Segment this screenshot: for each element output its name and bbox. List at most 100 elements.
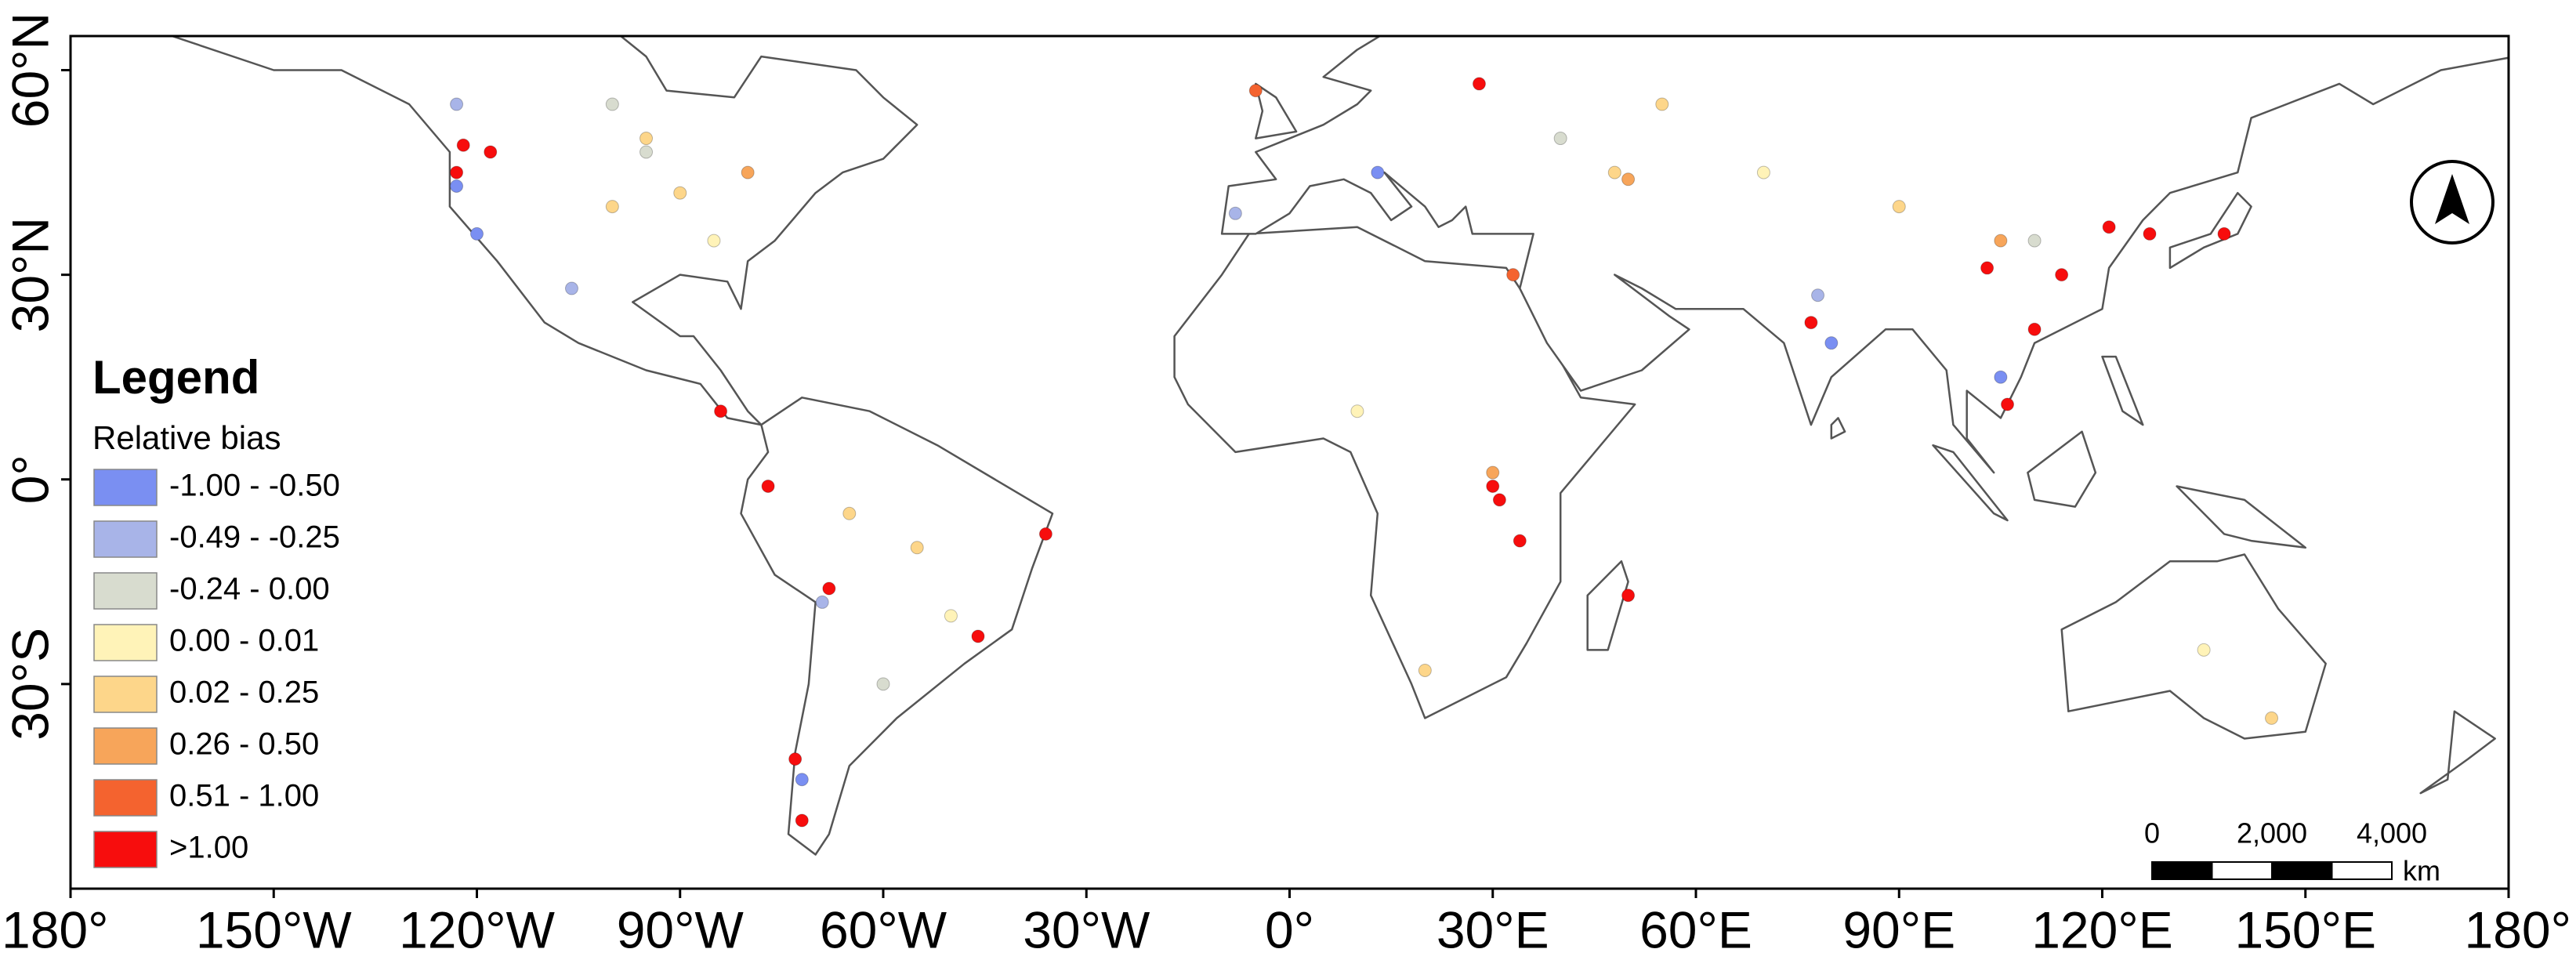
station-point	[1492, 493, 1506, 507]
land-outline	[1220, 36, 2509, 474]
land-outline	[1586, 560, 1629, 651]
legend-swatch	[93, 779, 158, 817]
station-point	[1228, 206, 1242, 220]
station-point	[1811, 288, 1825, 302]
x-tick-label: 180°	[2464, 900, 2571, 958]
station-point	[639, 145, 654, 159]
land-outline	[1255, 82, 1298, 139]
station-point	[1994, 370, 2008, 384]
station-point	[842, 506, 857, 520]
legend-label: 0.51 - 1.00	[169, 779, 319, 813]
station-point	[1486, 465, 1500, 480]
station-point	[470, 226, 484, 241]
station-point	[815, 595, 829, 609]
station-point	[1824, 336, 1839, 350]
x-tick-label: 30°E	[1437, 900, 1549, 958]
legend-label: -1.00 - -0.50	[169, 469, 340, 503]
station-point	[2055, 268, 2069, 282]
scale-segment	[2331, 861, 2393, 880]
legend-label: 0.02 - 0.25	[169, 676, 319, 710]
legend-swatch	[93, 727, 158, 765]
station-point	[673, 186, 687, 200]
station-point	[1038, 527, 1053, 541]
station-point	[2027, 322, 2042, 336]
x-tick-label: 120°E	[2031, 900, 2173, 958]
scale-label: 4,000	[2357, 817, 2427, 849]
x-tick-label: 150°W	[196, 900, 353, 958]
scale-segment	[2211, 861, 2273, 880]
x-tick-label: 90°W	[617, 900, 745, 958]
legend: Legend Relative bias -1.00 - -0.50 -0.49 …	[92, 351, 340, 868]
y-tick-label: 30°S	[1, 628, 59, 741]
scale-label: 2,000	[2237, 817, 2307, 849]
station-point	[564, 281, 578, 295]
scale-label: 0	[2144, 817, 2160, 849]
station-point	[450, 179, 464, 193]
legend-subtitle: Relative bias	[92, 419, 281, 456]
y-tick-label: 0°	[1, 455, 59, 504]
land-outline	[2060, 553, 2327, 740]
station-point	[788, 752, 803, 766]
y-tick-label: 60°N	[1, 13, 59, 128]
x-tick-label: 120°W	[399, 900, 556, 958]
station-point	[1472, 77, 1486, 91]
legend-swatch	[93, 831, 158, 868]
scale-segment	[2151, 861, 2213, 880]
land-outline	[1830, 417, 1846, 440]
station-point	[450, 97, 464, 111]
scale-bar: km 0 2,000 4,000	[2144, 817, 2440, 887]
station-point	[2143, 226, 2157, 241]
station-point	[1486, 479, 1500, 493]
station-point	[484, 145, 498, 159]
north-arrow	[2410, 160, 2494, 244]
land-outline	[1173, 226, 1636, 719]
station-point	[2197, 643, 2211, 657]
station-point	[605, 200, 619, 214]
station-point	[456, 138, 470, 152]
legend-label: 0.00 - 0.01	[169, 624, 319, 658]
station-point	[795, 773, 809, 787]
station-point	[741, 165, 755, 179]
legend-label: -0.24 - 0.00	[169, 572, 330, 607]
x-tick-label: 30°W	[1023, 900, 1150, 958]
x-tick-label: 60°W	[820, 900, 947, 958]
station-point	[822, 581, 836, 596]
station-point	[1506, 268, 1520, 282]
station-point	[707, 234, 721, 248]
land-outline	[2419, 710, 2496, 795]
station-layer	[450, 77, 2279, 828]
station-point	[1756, 165, 1770, 179]
y-tick-label: 30°N	[1, 217, 59, 332]
station-point	[2217, 226, 2231, 241]
land-outline	[2027, 430, 2097, 508]
station-point	[761, 479, 775, 493]
station-point	[1371, 165, 1385, 179]
legend-title: Legend	[92, 351, 259, 404]
station-point	[605, 97, 619, 111]
scale-unit: km	[2403, 855, 2440, 887]
land-outline	[2168, 191, 2252, 270]
land-outline	[740, 397, 1054, 856]
station-point	[944, 609, 958, 623]
legend-swatch	[93, 676, 158, 713]
station-point	[450, 165, 464, 179]
legend-label: -0.49 - -0.25	[169, 520, 340, 555]
legend-swatch	[93, 520, 158, 558]
station-point	[910, 541, 924, 555]
station-point	[1248, 84, 1263, 98]
station-point	[1607, 165, 1621, 179]
legend-swatch	[93, 624, 158, 661]
x-tick-label: 0°	[1265, 900, 1314, 958]
station-point	[1553, 132, 1567, 146]
land-layer	[168, 36, 2509, 856]
x-tick-label: 90°E	[1842, 900, 1955, 958]
station-point	[1892, 200, 1906, 214]
station-point	[2001, 397, 2015, 411]
station-point	[1994, 234, 2008, 248]
station-point	[876, 677, 890, 691]
land-outline	[2101, 355, 2144, 426]
x-tick-label: 60°E	[1639, 900, 1752, 958]
station-point	[2265, 711, 2279, 725]
